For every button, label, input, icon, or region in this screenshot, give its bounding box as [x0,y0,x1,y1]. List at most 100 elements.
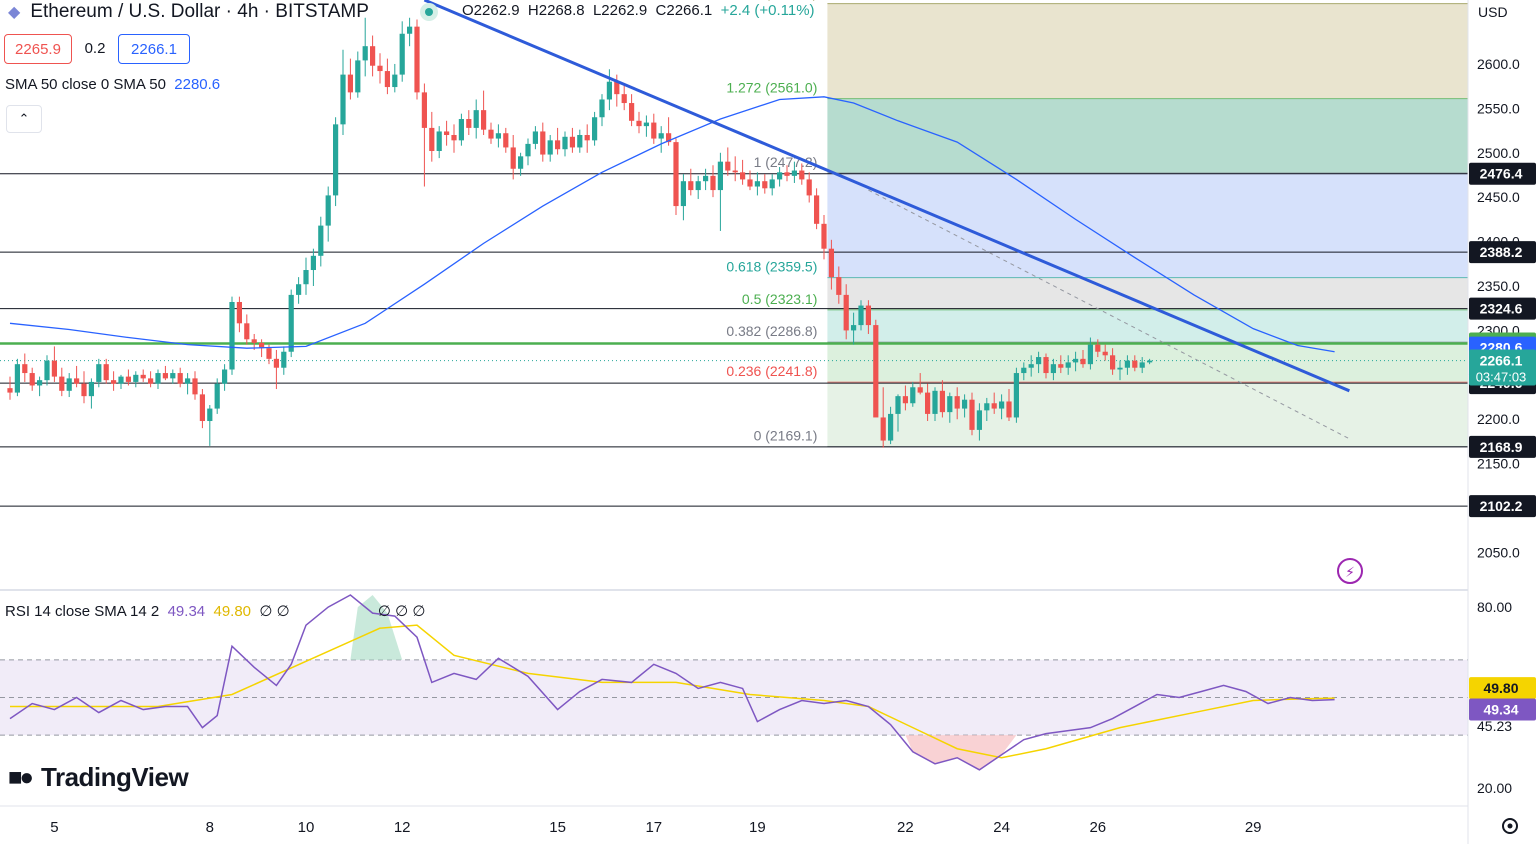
candle-body [769,179,775,189]
candle-body [444,131,450,136]
candle-body [303,270,309,285]
candle-body [347,74,353,93]
candle-body [140,374,146,379]
rsi-tag-49-34-bg [1469,698,1536,721]
candle-body [458,119,464,141]
candle-body [273,358,279,368]
candle-body [7,388,13,393]
price-tick-label: 2350.0 [1477,278,1520,294]
candle-body [192,378,198,395]
fib-label-0-382: 0.382 (2286.8) [726,323,817,339]
sell-price-button[interactable]: 2265.9 [4,34,72,64]
downtrend-line [423,0,1350,393]
candle-body [333,124,339,196]
candle-body [384,71,390,88]
candle-body [784,172,790,176]
candle-body [1117,367,1123,370]
time-tick-label: 26 [1089,819,1106,836]
candle-body [399,33,405,75]
sma-legend[interactable]: SMA 50 close 0 SMA 50 2280.6 [5,76,220,93]
time-tick-label: 15 [549,819,566,836]
candle-body [932,390,938,414]
candle-body [895,396,901,414]
candle-body [777,172,783,180]
fib-zone-0-236 [827,382,1468,447]
candle-body [288,294,294,352]
level-tag-2324-6: 2324.6 [1480,301,1523,317]
tradingview-mark-icon: ■● [8,763,34,791]
level-tag-2476-4-bg [1469,162,1536,185]
candle-body [939,390,945,413]
fib-label-0-618: 0.618 (2359.5) [726,259,817,275]
candle-body [532,131,538,144]
candle-body [1036,357,1042,365]
ohlc-readout: O2262.9 H2268.8 L2262.9 C2266.1 +2.4 (+0… [462,2,815,19]
candle-body [125,376,131,382]
candle-body [495,133,501,139]
sma-value: 2280.6 [174,76,221,93]
rsi-value: 49.34 [167,603,206,620]
candle-body [466,119,472,128]
market-open-icon[interactable] [420,3,438,21]
candle-body [695,181,701,191]
candle-body [799,170,805,180]
candle-body [488,129,494,139]
candle-body [732,170,738,173]
alert-bolt-glyph: ⚡ [1345,564,1355,580]
candle-body [651,122,657,139]
symbol-title[interactable]: Ethereum / U.S. Dollar · 4h · BITSTAMP [30,1,369,22]
bid-value: 2265.9 [15,40,61,58]
candle-body [525,143,531,157]
candle-body [821,223,827,249]
price-tick-label: 2200.0 [1477,411,1520,427]
level-tag-2388-2: 2388.2 [1480,244,1523,260]
gear-icon-center [1507,823,1513,829]
time-tick-label: 24 [993,819,1010,836]
candle-body [725,161,731,171]
candle-body [162,373,168,379]
time-tick-label: 22 [897,819,914,836]
candle-body [843,294,849,331]
rsi-extra: ∅ ∅ [259,603,290,620]
candle-body [991,403,997,409]
close-value: C2266.1 [655,2,713,19]
candle-body [666,133,672,143]
candle-body [199,394,205,422]
candle-body [88,381,94,397]
sma-label: SMA 50 close 0 SMA 50 [5,76,166,93]
candle-body [296,284,302,295]
fib-zone-1 [827,173,1468,278]
candle-body [658,133,664,139]
candle-body [148,378,154,384]
candle-body [518,156,524,169]
spread-value: 0.2 [80,34,110,62]
candle-body [481,110,487,130]
candle-body [851,325,857,331]
candle-body [814,195,820,224]
candle-body [1006,401,1012,418]
candle-body [1087,344,1093,365]
tradingview-logo[interactable]: ■● TradingView [8,762,189,793]
candle-body [1073,358,1079,363]
rsi-sma-value: 49.80 [213,603,252,620]
collapse-legend-button[interactable]: ⌃ [6,105,42,133]
candle-body [976,410,982,430]
candle-body [207,408,213,422]
candle-body [236,301,242,324]
candle-body [1065,362,1071,368]
candle-body [984,403,990,411]
candle-body [407,26,413,34]
candle-body [22,364,28,374]
rsi-overbought-fill [350,595,403,660]
candle-body [569,136,575,148]
candle-body [888,413,894,441]
rsi-extra-2: ∅ ∅ ∅ [377,603,426,620]
rsi-legend[interactable]: RSI 14 close SMA 14 2 49.34 49.80 ∅ ∅ ∅ … [5,602,425,620]
candle-body [362,46,368,61]
buy-price-button[interactable]: 2266.1 [118,34,190,64]
currency-label: USD [1478,4,1508,20]
candle-body [1102,351,1108,356]
price-tick-label: 2500.0 [1477,145,1520,161]
